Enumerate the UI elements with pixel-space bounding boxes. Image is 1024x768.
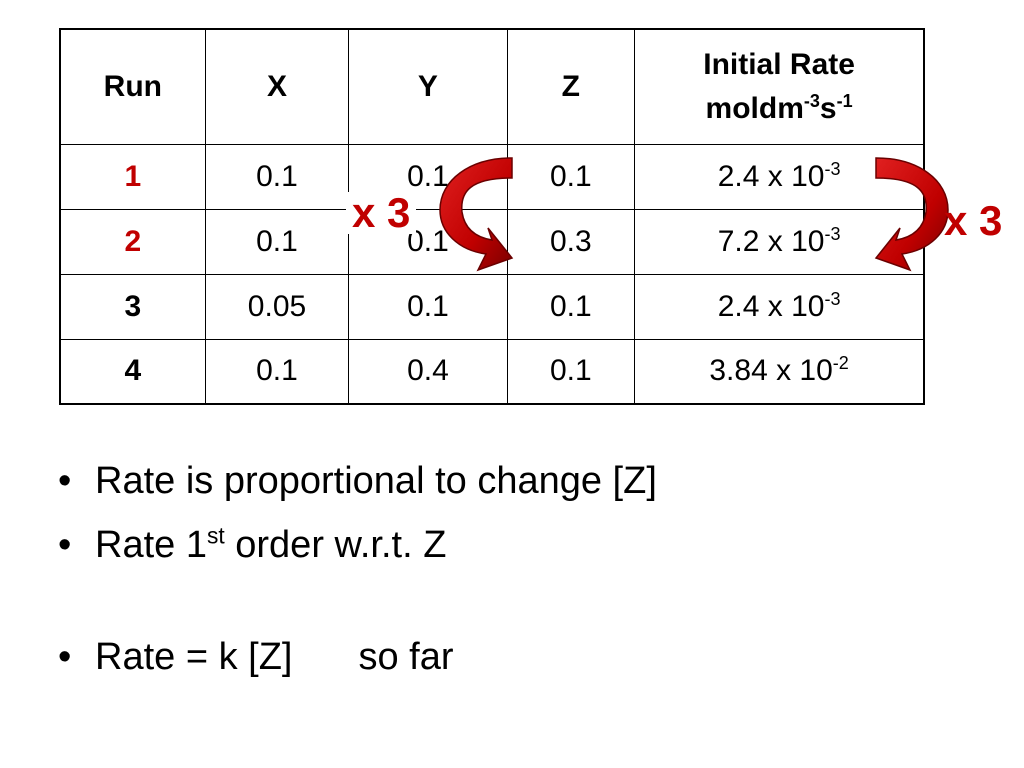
cell-x: 0.05 [204, 273, 350, 340]
rate-data-table: Run X Y Z Initial Rate moldm-3s-1 1 0.1 … [59, 28, 925, 405]
right-multiplier-label: x 3 [944, 197, 1003, 244]
cell-x: 0.1 [204, 338, 350, 405]
table-row: 1 0.1 0.1 0.1 2.4 x 10-3 [59, 143, 925, 210]
header-z: Z [506, 28, 636, 145]
bullet-note: so far [358, 636, 454, 678]
table-row: 4 0.1 0.4 0.1 3.84 x 10-2 [59, 338, 925, 405]
cell-z: 0.1 [506, 143, 636, 210]
bullet-item: Rate is proportional to change [Z] [58, 458, 657, 504]
table-row: 3 0.05 0.1 0.1 2.4 x 10-3 [59, 273, 925, 340]
bullet-item: Rate 1st order w.r.t. Z [58, 522, 657, 568]
cell-rate: 2.4 x 10-3 [634, 273, 925, 340]
cell-x: 0.1 [204, 208, 350, 275]
cell-rate: 7.2 x 10-3 [634, 208, 925, 275]
table-header-row: Run X Y Z Initial Rate moldm-3s-1 [59, 28, 925, 145]
bullet-item: Rate = k [Z]so far [58, 634, 657, 680]
cell-z: 0.1 [506, 273, 636, 340]
cell-x: 0.1 [204, 143, 350, 210]
header-rate-units: moldm-3s-1 [705, 90, 853, 125]
cell-run: 1 [59, 143, 206, 210]
cell-run: 4 [59, 338, 206, 405]
cell-run: 2 [59, 208, 206, 275]
table-row: 2 0.1 0.1 0.3 7.2 x 10-3 [59, 208, 925, 275]
bullet-list: Rate is proportional to change [Z] Rate … [58, 458, 657, 698]
cell-rate: 3.84 x 10-2 [634, 338, 925, 405]
header-x: X [204, 28, 350, 145]
cell-z: 0.3 [506, 208, 636, 275]
cell-run: 3 [59, 273, 206, 340]
header-initial-rate: Initial Rate moldm-3s-1 [634, 28, 925, 145]
header-rate-title: Initial Rate [703, 47, 855, 81]
cell-y: 0.1 [348, 273, 508, 340]
left-multiplier-label: x 3 [346, 192, 417, 234]
header-y: Y [348, 28, 508, 145]
cell-z: 0.1 [506, 338, 636, 405]
cell-rate: 2.4 x 10-3 [634, 143, 925, 210]
header-run: Run [59, 28, 206, 145]
cell-y: 0.4 [348, 338, 508, 405]
